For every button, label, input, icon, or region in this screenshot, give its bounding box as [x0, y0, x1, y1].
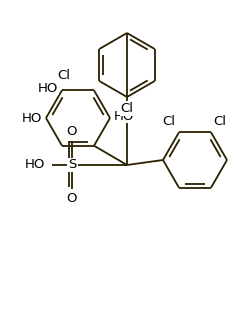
- Text: HO: HO: [24, 158, 45, 171]
- Text: O: O: [67, 192, 77, 205]
- Text: Cl: Cl: [120, 102, 133, 115]
- Text: S: S: [68, 158, 76, 171]
- Text: Cl: Cl: [212, 115, 225, 128]
- Text: HO: HO: [114, 109, 134, 122]
- Text: O: O: [67, 125, 77, 138]
- Text: HO: HO: [38, 82, 58, 95]
- Text: Cl: Cl: [57, 69, 70, 82]
- Text: Cl: Cl: [161, 115, 174, 128]
- Text: HO: HO: [21, 112, 42, 125]
